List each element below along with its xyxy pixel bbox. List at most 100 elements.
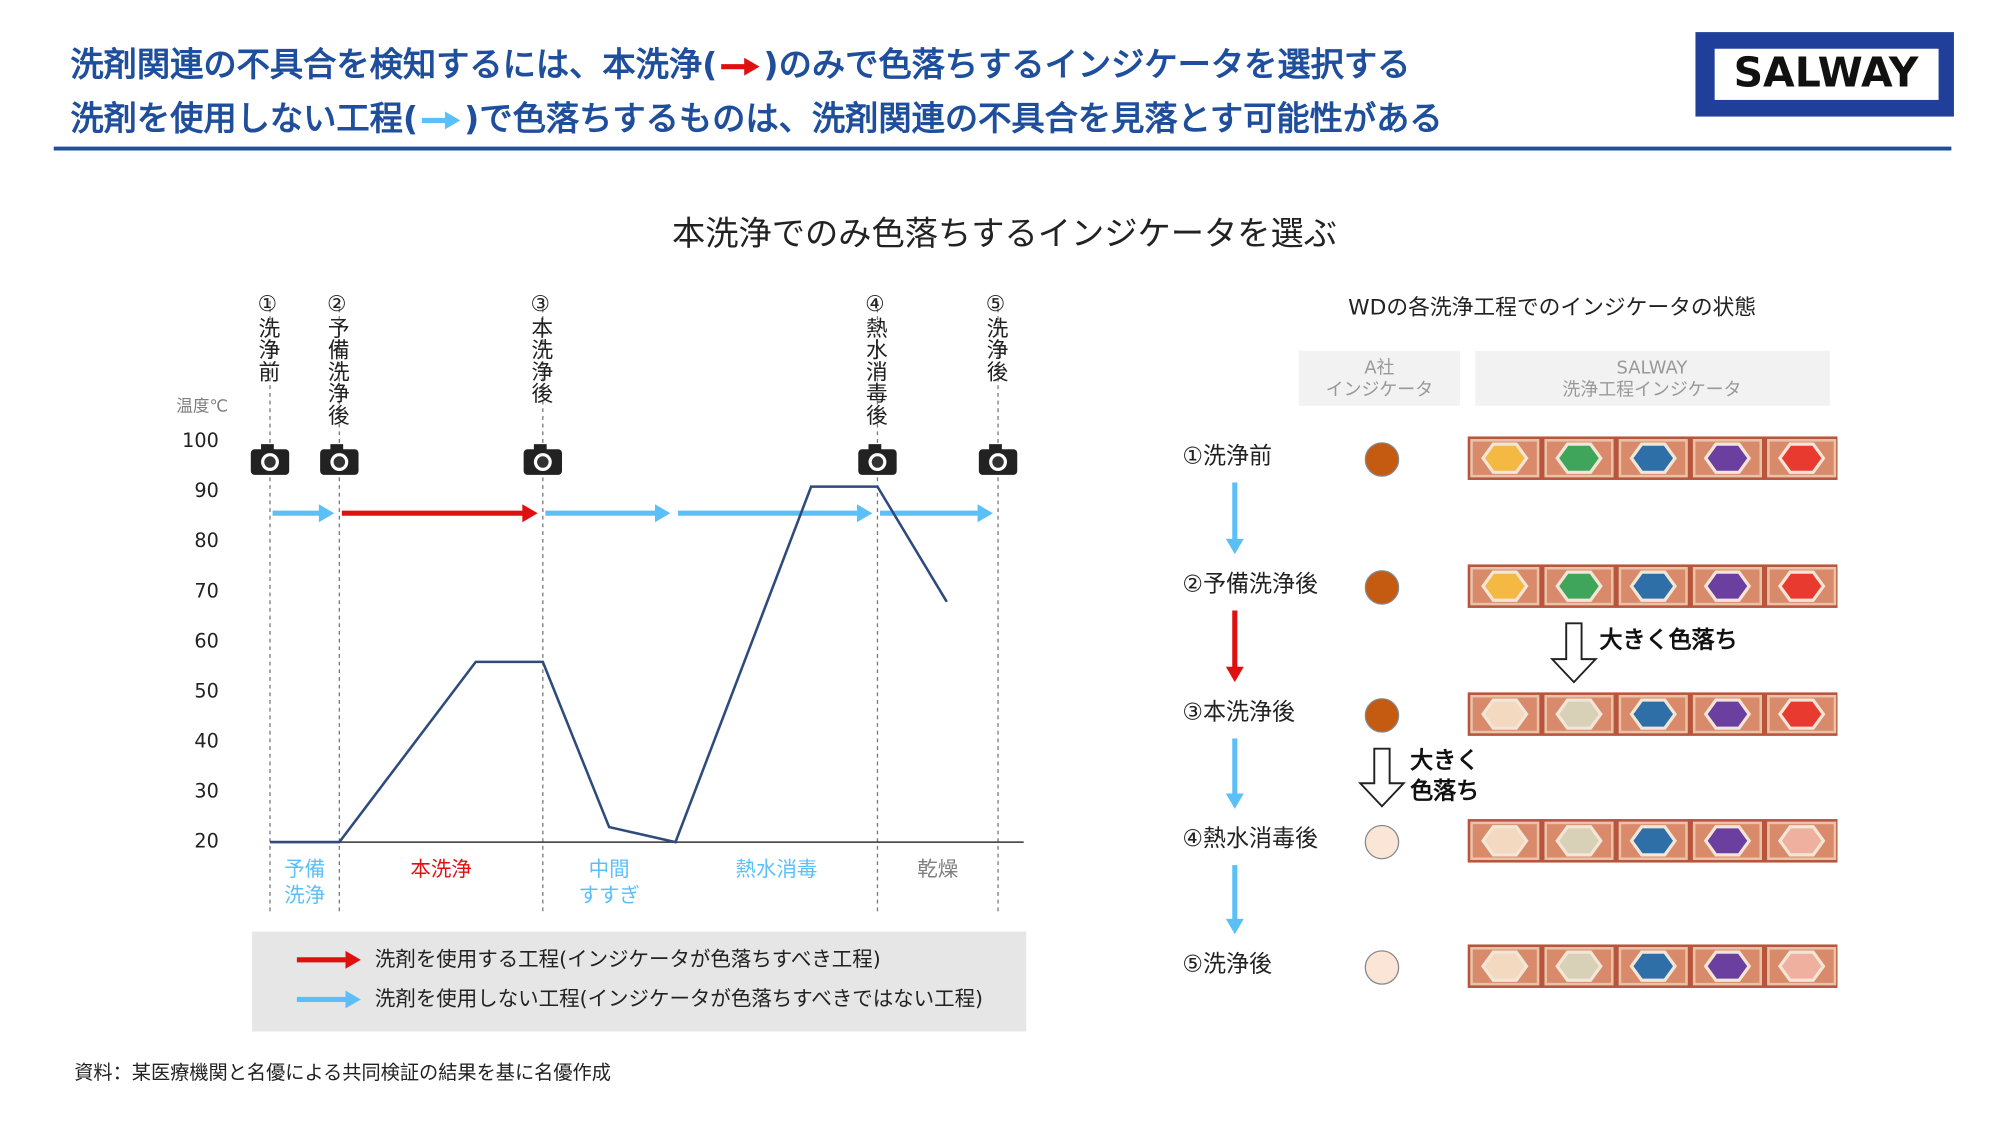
hex-indicator (1555, 698, 1603, 730)
hex-indicator (1777, 570, 1826, 602)
col-header: A社 (1364, 358, 1394, 379)
headline: 洗剤を使用しない工程( (70, 99, 418, 138)
phase-arrow-head (977, 504, 993, 523)
row-label: ⑤洗浄後 (1182, 951, 1272, 977)
phase-label: 本洗浄 (410, 857, 471, 881)
camera-icon (250, 444, 290, 475)
legend-label: 洗剤を使用する工程(インジケータが色落ちすべき工程) (375, 947, 881, 971)
hex-indicator (1777, 442, 1826, 474)
y-tick-label: 80 (194, 529, 218, 552)
a-indicator (1364, 570, 1400, 605)
a-indicator (1364, 698, 1400, 733)
hex-indicator (1555, 570, 1603, 602)
y-tick-label: 30 (194, 780, 218, 803)
hex-indicator (1481, 950, 1529, 982)
annotation: 色落ち (1410, 778, 1479, 805)
hex-indicator (1777, 698, 1826, 730)
annotation: 大きく (1410, 748, 1479, 774)
change-arrow (1357, 747, 1406, 808)
y-tick-label: 60 (194, 629, 218, 652)
hex-indicator (1703, 698, 1752, 730)
logo-box (1714, 48, 1939, 100)
panel-title: WDの各洗浄工程でのインジケータの状態 (1348, 296, 1756, 321)
hex-indicator (1481, 698, 1529, 730)
hex-indicator (1629, 570, 1677, 602)
headline-arrow-head (444, 111, 461, 130)
col-header: SALWAY (1617, 358, 1688, 379)
hex-indicator (1555, 825, 1603, 857)
phase-arrow-head (522, 504, 538, 523)
headline: )のみで色落ちするインジケータを選択する (763, 45, 1410, 84)
checkpoint-label: ④熱水消毒後 (862, 292, 887, 426)
camera-icon (978, 444, 1018, 475)
flow-arrow-head (1225, 793, 1244, 809)
checkpoint-label: ⑤洗浄後 (983, 292, 1008, 383)
phase-label: 熱水消毒 (736, 857, 818, 881)
hex-indicator (1703, 442, 1752, 474)
y-tick-label: 70 (194, 579, 218, 602)
col-header: インジケータ (1326, 379, 1433, 400)
hex-indicator (1481, 442, 1529, 474)
phase-arrow-head (318, 504, 335, 523)
camera-icon (320, 444, 359, 475)
legend-box (252, 931, 1027, 1032)
col-header-box (1475, 350, 1830, 406)
col-header-box (1298, 350, 1461, 406)
annotation: 大きく色落ち (1599, 627, 1737, 654)
hex-indicator (1555, 950, 1603, 982)
phase-arrow-head (654, 504, 671, 523)
chart-title: 本洗浄でのみ色落ちするインジケータを選ぶ (672, 214, 1337, 253)
a-indicator (1364, 442, 1400, 477)
flow-arrow-head (1225, 918, 1244, 935)
row-label: ②予備洗浄後 (1182, 571, 1318, 597)
hex-indicator (1629, 950, 1677, 982)
row-label: ④熱水消毒後 (1182, 826, 1318, 852)
phase-label: 中間 (589, 857, 630, 881)
hex-indicator (1777, 825, 1826, 857)
checkpoint-label: ③本洗浄後 (528, 292, 553, 404)
row-label: ③本洗浄後 (1182, 699, 1295, 725)
a-indicator (1364, 950, 1400, 985)
y-tick-label: 50 (194, 679, 218, 702)
hex-indicator (1481, 570, 1529, 602)
hex-indicator (1703, 825, 1752, 857)
checkpoint-label: ①洗浄前 (255, 292, 280, 383)
hex-indicator (1629, 442, 1677, 474)
phase-label: すすぎ (578, 883, 639, 907)
camera-icon (858, 444, 897, 475)
hex-indicator (1629, 698, 1677, 730)
flow-arrow-head (1225, 538, 1244, 555)
legend-arrow-head (345, 990, 361, 1009)
flow-arrow-head (1225, 666, 1244, 683)
y-tick-label: 20 (194, 830, 218, 853)
hex-indicator (1703, 570, 1752, 602)
y-tick-label: 100 (182, 429, 219, 452)
hex-indicator (1481, 825, 1529, 857)
camera-icon (523, 444, 563, 475)
headline: )で色落ちするものは、洗剤関連の不具合を見落とす可能性がある (464, 99, 1442, 138)
legend-arrow-head (345, 950, 361, 969)
source: 資料：某医療機関と名優による共同検証の結果を基に名優作成 (74, 1061, 611, 1084)
hex-indicator (1555, 442, 1603, 474)
phase-arrow-head (856, 504, 873, 523)
y-tick-label: 90 (194, 479, 218, 502)
phase-label: 予備 (284, 857, 325, 881)
hex-indicator (1777, 950, 1826, 982)
a-indicator (1364, 824, 1400, 860)
headline: 洗剤関連の不具合を検知するには、本洗浄( (70, 45, 717, 84)
legend-label: 洗剤を使用しない工程(インジケータが色落ちすべきではない工程) (375, 986, 983, 1010)
y-tick-label: 40 (194, 729, 218, 752)
change-arrow (1549, 622, 1598, 684)
hex-indicator (1703, 950, 1752, 982)
checkpoint-label: ②予備洗浄後 (324, 292, 349, 426)
col-header: 洗浄工程インジケータ (1562, 379, 1741, 400)
hex-indicator (1629, 825, 1677, 857)
phase-label: 洗浄 (284, 883, 325, 907)
headline-arrow-head (744, 57, 760, 76)
y-axis-label: 温度℃ (176, 397, 228, 416)
temperature-line (269, 485, 948, 844)
phase-label: 乾燥 (917, 857, 958, 881)
row-label: ①洗浄前 (1182, 443, 1272, 469)
logo: SALWAY (1734, 49, 1920, 97)
